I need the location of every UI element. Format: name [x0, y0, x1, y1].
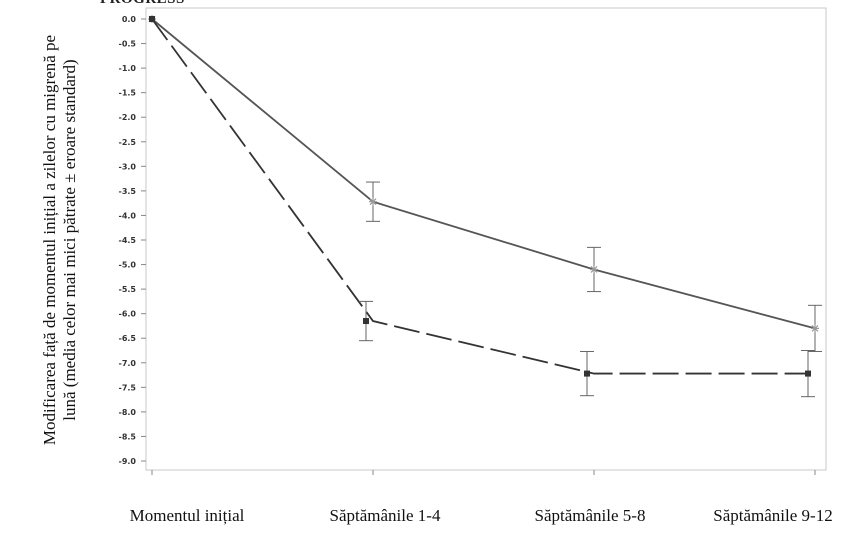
y-tick-label: -2.0: [119, 113, 137, 122]
y-tick-label: -4.0: [119, 211, 137, 220]
plot-frame: [145, 7, 827, 471]
y-tick-label: -6.5: [119, 334, 137, 343]
y-tick-label: -4.5: [119, 236, 137, 245]
x-category-label: Săptămânile 9-12: [713, 506, 833, 525]
y-tick-label: 0.0: [122, 15, 137, 24]
data-point-star: [811, 324, 819, 333]
series-line-2: [151, 18, 815, 375]
x-category-label: Săptămânile 5-8: [534, 506, 646, 525]
data-point-star: [590, 265, 598, 274]
data-point-star: [369, 197, 377, 206]
y-tick-label: -7.0: [119, 359, 137, 368]
chart-title: PROGRESS: [100, 0, 185, 8]
y-tick-label: -5.0: [119, 261, 137, 270]
y-tick-label: -8.0: [119, 408, 137, 417]
y-tick-label: -3.5: [119, 187, 137, 196]
y-tick-label: -7.5: [119, 383, 137, 392]
y-tick-label: -9.0: [119, 457, 137, 466]
data-point-square: [805, 370, 811, 377]
y-tick-label: -8.5: [119, 432, 137, 441]
y-tick-label: -6.0: [119, 310, 137, 319]
x-category-label: Săptămânile 1-4: [329, 506, 441, 525]
data-point-square: [149, 16, 155, 22]
y-tick-label: -2.5: [119, 138, 137, 147]
series-line-1: [151, 18, 816, 330]
y-tick-label: -1.5: [119, 89, 137, 98]
y-tick-label: -3.0: [119, 162, 137, 171]
y-tick-label: -5.5: [119, 285, 137, 294]
data-point-square: [363, 318, 369, 325]
x-category-label: Momentul inițial: [129, 506, 245, 525]
data-point-square: [584, 370, 590, 377]
y-tick-label: -1.0: [119, 64, 137, 73]
y-tick-label: -0.5: [119, 40, 137, 49]
